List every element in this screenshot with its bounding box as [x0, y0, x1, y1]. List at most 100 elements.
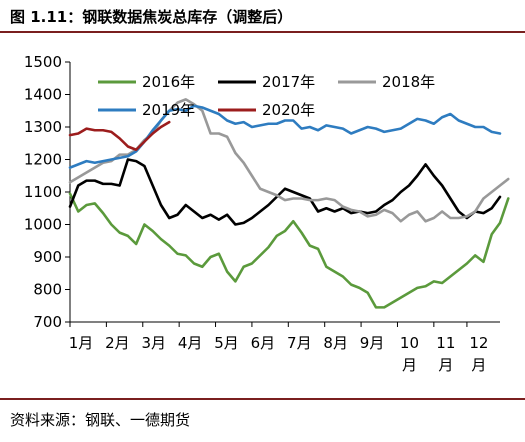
- data-point: [69, 134, 71, 136]
- data-point: [143, 165, 146, 167]
- legend-label: 2016年: [142, 73, 195, 91]
- y-tick-label: 700: [33, 313, 62, 331]
- data-point: [383, 204, 386, 206]
- data-point: [226, 119, 228, 122]
- data-point: [259, 210, 261, 213]
- data-point: [375, 127, 377, 130]
- data-point: [490, 207, 493, 210]
- data-point: [292, 119, 295, 122]
- data-point: [69, 192, 71, 195]
- data-point: [184, 204, 187, 206]
- data-point: [218, 113, 220, 115]
- data-point: [466, 262, 468, 265]
- data-point: [358, 129, 361, 132]
- data-point: [333, 210, 336, 213]
- x-tick-label: 7月: [287, 334, 312, 352]
- data-point: [110, 158, 113, 161]
- data-point: [102, 160, 104, 162]
- data-point: [234, 223, 237, 226]
- data-point: [499, 132, 501, 135]
- data-point: [118, 153, 121, 156]
- legend: 2016年 2017年 2018年 2019年 2020年: [98, 73, 435, 119]
- y-tick-label: 900: [33, 248, 62, 266]
- data-point: [242, 161, 245, 164]
- y-tick-label: 800: [33, 281, 62, 299]
- data-point: [490, 191, 493, 193]
- data-point: [383, 306, 386, 309]
- data-point: [226, 213, 228, 216]
- data-point: [366, 212, 369, 214]
- x-tick-label: 9月: [360, 334, 385, 352]
- data-point: [399, 220, 402, 223]
- data-point: [143, 140, 146, 143]
- data-point: [160, 204, 162, 206]
- data-point: [69, 166, 71, 169]
- data-point: [399, 191, 402, 193]
- data-point: [309, 244, 311, 247]
- data-point: [342, 127, 344, 130]
- data-point: [317, 210, 319, 213]
- series-lines: [68, 98, 510, 309]
- data-point: [375, 213, 377, 216]
- data-point: [482, 212, 485, 214]
- data-point: [490, 131, 493, 133]
- data-point: [77, 132, 80, 135]
- legend-label: 2017年: [262, 73, 315, 91]
- data-point: [160, 119, 162, 122]
- legend-label: 2019年: [142, 101, 195, 119]
- data-point: [118, 157, 121, 159]
- data-point: [193, 105, 195, 107]
- data-point: [94, 202, 96, 205]
- x-tick-label: 12 月: [469, 334, 488, 374]
- data-point: [151, 230, 154, 232]
- data-point: [176, 252, 179, 255]
- data-point: [433, 217, 435, 219]
- data-point: [259, 187, 261, 190]
- data-point: [350, 283, 352, 286]
- data-point: [69, 205, 71, 208]
- data-point: [375, 306, 377, 309]
- y-tick-label: 1000: [24, 216, 62, 234]
- y-tick-label: 1200: [24, 151, 62, 169]
- data-point: [110, 183, 113, 185]
- data-point: [234, 152, 237, 154]
- x-tick-label: 1月: [69, 334, 94, 352]
- data-point: [507, 178, 510, 180]
- data-point: [259, 124, 261, 127]
- data-point: [358, 210, 361, 213]
- data-point: [201, 106, 204, 109]
- data-point: [176, 101, 179, 104]
- figure-title: 图 1.11：钢联数据焦炭总库存（调整后）: [10, 8, 293, 26]
- data-point: [85, 127, 88, 130]
- data-point: [242, 222, 245, 224]
- axes: 700 800 900 1000 1100 1200 1300 1400 1500 1月 2月 3月 4…: [24, 53, 500, 374]
- data-point: [151, 132, 154, 135]
- data-point: [267, 191, 270, 193]
- data-point: [366, 126, 369, 128]
- data-point: [441, 184, 443, 187]
- data-point: [77, 184, 80, 187]
- data-point: [193, 210, 195, 213]
- data-point: [433, 174, 435, 177]
- data-point: [102, 183, 104, 185]
- data-point: [209, 132, 212, 135]
- data-point: [391, 129, 394, 132]
- data-point: [94, 129, 96, 132]
- data-point: [168, 121, 171, 123]
- y-tick-label: 1400: [24, 86, 62, 104]
- data-point: [151, 129, 154, 132]
- source-divider: [0, 398, 525, 400]
- data-point: [350, 132, 352, 135]
- data-point: [226, 270, 228, 273]
- data-point: [391, 212, 394, 214]
- x-tick-label: 3月: [141, 334, 166, 352]
- title-divider: [0, 31, 525, 33]
- data-point: [499, 222, 501, 224]
- data-point: [85, 171, 88, 174]
- data-point: [342, 275, 344, 278]
- data-point: [135, 148, 137, 151]
- data-point: [77, 176, 80, 179]
- data-point: [408, 291, 410, 294]
- data-point: [85, 204, 88, 206]
- data-point: [366, 291, 369, 294]
